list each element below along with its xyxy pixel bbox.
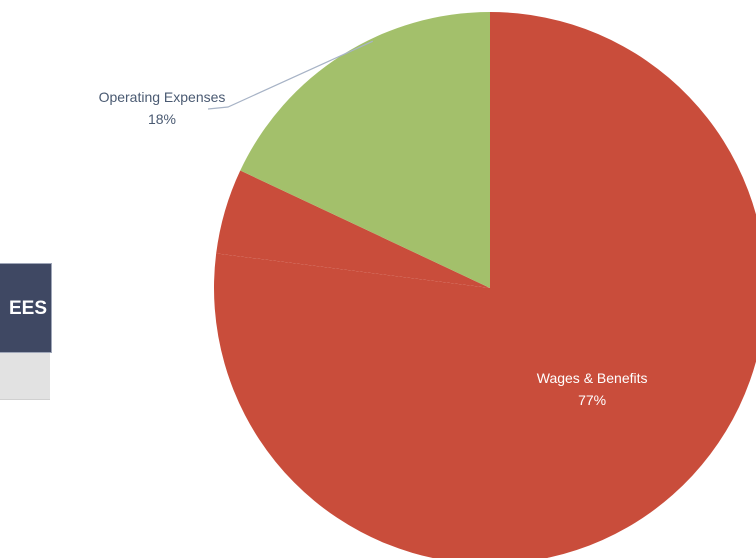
slice-label-operating-expenses: Operating Expenses <box>99 89 226 105</box>
slice-label-wages-benefits: Wages & Benefits <box>537 370 648 386</box>
table-row-cell <box>0 353 50 400</box>
pie-slice-other <box>216 170 491 288</box>
pie-slice-operating-expenses <box>240 12 490 288</box>
pie-labels: Wages & Benefits 77% Operating Expenses 18% <box>99 40 648 408</box>
pie-slice-wages-benefits <box>214 12 756 558</box>
label-leader-operating-expenses <box>207 40 374 110</box>
pie-slices <box>214 12 756 558</box>
slice-percent-wages-benefits: 77% <box>578 392 606 408</box>
table-header-cell: EES <box>0 263 52 353</box>
slice-percent-operating-expenses: 18% <box>148 111 176 127</box>
table-fragment: EES <box>0 263 52 400</box>
